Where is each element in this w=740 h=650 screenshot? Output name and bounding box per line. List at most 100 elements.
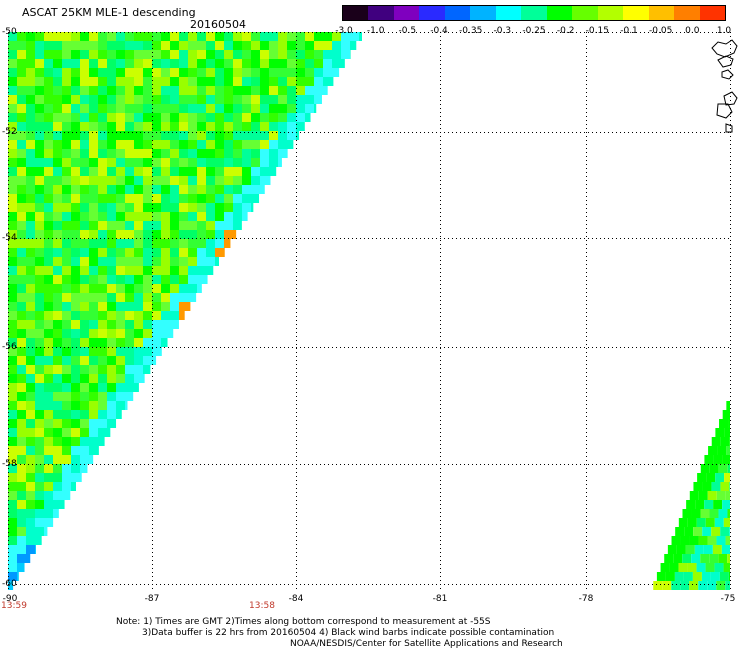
swath-cell	[188, 302, 191, 311]
swath-cell	[8, 410, 17, 419]
swath-cell	[179, 212, 188, 221]
swath-cell	[224, 122, 233, 131]
swath-cell	[44, 239, 53, 248]
swath-cell	[215, 95, 224, 104]
swath-cell	[706, 473, 716, 482]
swath-cell	[188, 86, 197, 95]
swath-cell	[143, 347, 152, 356]
swath-cell	[134, 383, 139, 392]
colorbar-tick-label: 0.0	[685, 26, 700, 36]
swath-cell	[17, 374, 26, 383]
swath-cell	[26, 383, 35, 392]
swath-cell	[224, 149, 233, 158]
swath-cell	[26, 194, 35, 203]
swath-cell	[691, 509, 701, 518]
swath-cell	[8, 59, 17, 68]
swath-cell	[143, 203, 152, 212]
swath-cell	[17, 338, 26, 347]
swath-cell	[53, 509, 59, 518]
swath-cell	[26, 50, 35, 59]
swath-cell	[314, 77, 323, 86]
swath-cell	[242, 131, 251, 140]
swath-cell	[71, 203, 80, 212]
swath-cell	[215, 203, 224, 212]
swath-cell	[215, 257, 220, 266]
swath-cell	[98, 122, 107, 131]
swath-cell	[323, 68, 332, 77]
swath-cell	[206, 122, 215, 131]
colorbar-tick-label: -0.3	[493, 26, 512, 36]
swath-cell	[107, 266, 116, 275]
swath-cell	[197, 140, 206, 149]
swath-cell	[242, 194, 251, 203]
swath-cell	[107, 230, 116, 239]
swath-cell	[152, 329, 161, 338]
swath-cell	[98, 347, 107, 356]
swath-cell	[251, 77, 260, 86]
swath-cell	[8, 545, 17, 554]
swath-cell	[215, 185, 224, 194]
swath-cell	[170, 86, 179, 95]
swath-cell	[17, 437, 26, 446]
swath-cell	[80, 374, 89, 383]
swath-cell	[53, 158, 62, 167]
swath-cell	[709, 464, 719, 473]
swath-cell	[152, 239, 161, 248]
swath-cell	[107, 140, 116, 149]
swath-cell	[44, 32, 53, 41]
swath-cell	[125, 311, 134, 320]
swath-cell	[170, 167, 179, 176]
swath-cell	[62, 293, 71, 302]
swath-cell	[26, 446, 35, 455]
swath-cell	[8, 131, 17, 140]
swath-cell	[161, 338, 168, 347]
swath-cell	[35, 365, 44, 374]
swath-cell	[80, 167, 89, 176]
swath-cell	[134, 293, 143, 302]
lon-label: -90	[2, 594, 18, 604]
swath-cell	[215, 131, 224, 140]
swath-cell	[143, 248, 152, 257]
swath-cell	[224, 77, 233, 86]
swath-cell	[725, 536, 730, 545]
swath-cell	[727, 554, 730, 563]
swath-cell	[143, 221, 152, 230]
swath-cell	[62, 176, 71, 185]
swath-cell	[26, 59, 35, 68]
swath-cell	[161, 140, 170, 149]
swath-cell	[17, 536, 26, 545]
swath-cell	[711, 482, 721, 491]
swath-cell	[125, 32, 134, 41]
swath-cell	[98, 401, 107, 410]
swath-cell	[26, 320, 35, 329]
swath-cell	[89, 122, 98, 131]
swath-cell	[323, 32, 332, 41]
swath-cell	[134, 149, 143, 158]
swath-cell	[17, 212, 26, 221]
swath-cell	[170, 302, 179, 311]
swath-cell	[8, 194, 17, 203]
swath-cell	[71, 77, 80, 86]
lon-label: -75	[720, 594, 736, 604]
swath-cell	[44, 374, 53, 383]
swath-cell	[188, 131, 197, 140]
swath-cell	[89, 158, 98, 167]
swath-cell	[197, 122, 206, 131]
swath-cell	[242, 140, 251, 149]
swath-cell	[44, 95, 53, 104]
swath-cell	[689, 581, 699, 590]
swath-cell	[80, 428, 89, 437]
swath-cell	[179, 59, 188, 68]
swath-cell	[80, 113, 89, 122]
swath-cell	[179, 86, 188, 95]
swath-cell	[62, 41, 71, 50]
swath-cell	[287, 77, 296, 86]
swath-cell	[44, 491, 53, 500]
swath-cell	[233, 176, 242, 185]
swath-cell	[287, 50, 296, 59]
swath-cell	[724, 473, 730, 482]
swath-cell	[8, 68, 17, 77]
swath-cell	[98, 284, 107, 293]
swath-cell	[125, 104, 134, 113]
swath-cell	[707, 581, 717, 590]
